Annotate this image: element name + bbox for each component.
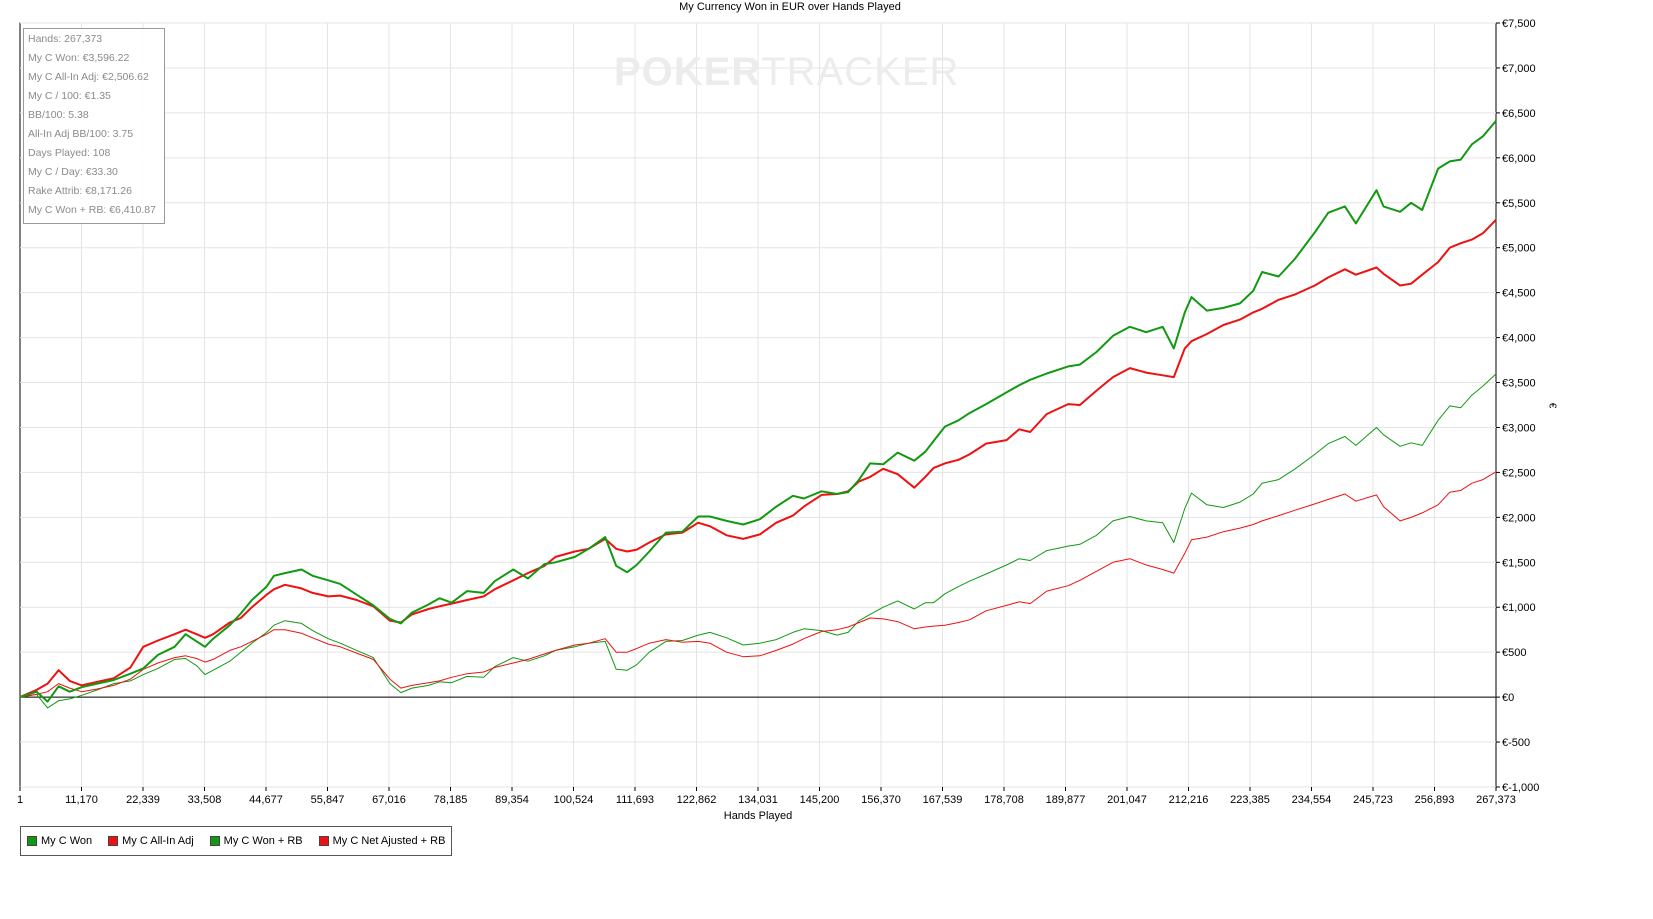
y-tick-label: €4,500 (1502, 288, 1536, 300)
y-tick-label: €1,000 (1502, 602, 1536, 614)
stat-line: My C Won: €3,596.22 (28, 52, 130, 64)
x-tick-label: 89,354 (495, 794, 529, 806)
y-tick-label: €4,000 (1502, 333, 1536, 345)
y-tick-label: €6,000 (1502, 153, 1536, 165)
y-tick-label: €6,500 (1502, 108, 1536, 120)
series-line (19, 219, 1497, 699)
stats-box: Hands: 267,373 My C Won: €3,596.22 My C Al… (23, 28, 165, 224)
y-tick-label: €2,000 (1502, 512, 1536, 524)
watermark-light: TRACKER (761, 50, 960, 94)
y-tick-label: €3,000 (1502, 422, 1536, 434)
x-tick-label: 178,708 (984, 794, 1024, 806)
stat-line: Rake Attrib: €8,171.26 (28, 185, 132, 197)
x-tick-label: 167,539 (923, 794, 963, 806)
x-tick-label: 22,339 (126, 794, 160, 806)
x-tick-label: 212,216 (1169, 794, 1209, 806)
legend-label: My C Won (41, 835, 93, 847)
stat-line: BB/100: 5.38 (28, 109, 89, 121)
watermark-bold: POKER (614, 50, 762, 94)
stat-line: My C Won + RB: €6,410.87 (28, 204, 156, 216)
x-tick-label: 156,370 (861, 794, 901, 806)
x-tick-label: 44,677 (249, 794, 283, 806)
legend-swatch (318, 836, 329, 846)
x-tick-label: 201,047 (1107, 794, 1147, 806)
x-tick-label: 134,031 (738, 794, 778, 806)
x-tick-label: 1 (17, 794, 23, 806)
series-line (19, 120, 1497, 703)
stat-line: My C / Day: €33.30 (28, 166, 118, 178)
y-tick-label: €2,500 (1502, 467, 1536, 479)
x-tick-label: 111,693 (616, 794, 654, 806)
x-tick-label: 67,016 (372, 794, 406, 806)
x-axis-title: Hands Played (723, 810, 793, 822)
stat-line: My C All-In Adj: €2,506.62 (28, 71, 149, 83)
x-tick-label: 55,847 (311, 794, 345, 806)
legend: My C Won My C All-In Adj My C Won + RB My C… (20, 826, 453, 856)
legend-swatch (209, 836, 220, 846)
x-tick-label: 78,185 (434, 794, 468, 806)
y-tick-label: €1,500 (1502, 557, 1536, 569)
y-tick-label: €-1,000 (1502, 782, 1539, 794)
x-tick-label: 189,877 (1046, 794, 1086, 806)
y-tick-label: €5,500 (1502, 198, 1536, 210)
legend-item[interactable]: My C Won + RB (209, 835, 303, 847)
legend-label: My C Net Ajusted + RB (332, 835, 446, 847)
stat-line: Hands: 267,373 (28, 33, 103, 45)
legend-swatch (27, 836, 37, 846)
series-line (19, 471, 1497, 698)
stat-line: Days Played: 108 (28, 147, 111, 159)
stat-line: My C / 100: €1.35 (28, 90, 111, 102)
x-tick-label: 100,524 (554, 794, 594, 806)
x-tick-label: 245,723 (1353, 794, 1393, 806)
legend-label: My C Won + RB (223, 835, 303, 847)
x-tick-label: 145,200 (800, 794, 840, 806)
y-tick-label: €500 (1502, 647, 1526, 659)
y-tick-label: €7,500 (1502, 18, 1536, 30)
poker-tracker-watermark: POKERTRACKER (614, 50, 959, 95)
legend-item[interactable]: My C All-In Adj (108, 835, 194, 847)
x-tick-label: 256,893 (1415, 794, 1455, 806)
y-tick-label: €3,500 (1502, 378, 1536, 390)
series-line (19, 373, 1497, 709)
y-tick-label: €0 (1502, 692, 1514, 704)
x-tick-label: 33,508 (188, 794, 222, 806)
y-axis-title: € (1546, 402, 1558, 409)
x-tick-label: 234,554 (1292, 794, 1332, 806)
x-tick-label: 122,862 (677, 794, 717, 806)
x-tick-label: 223,385 (1230, 794, 1270, 806)
chart-title: My Currency Won in EUR over Hands Played (679, 1, 901, 13)
stat-line: All-In Adj BB/100: 3.75 (28, 128, 134, 140)
legend-item[interactable]: My C Net Ajusted + RB (318, 835, 446, 847)
y-tick-label: €5,000 (1502, 243, 1536, 255)
y-tick-label: €-500 (1502, 737, 1530, 749)
y-tick-label: €7,000 (1502, 63, 1536, 75)
legend-swatch (108, 836, 119, 846)
legend-item[interactable]: My C Won (27, 835, 92, 847)
x-tick-label: 11,170 (65, 794, 98, 806)
legend-label: My C All-In Adj (122, 835, 194, 847)
x-tick-label: 267,373 (1476, 794, 1516, 806)
